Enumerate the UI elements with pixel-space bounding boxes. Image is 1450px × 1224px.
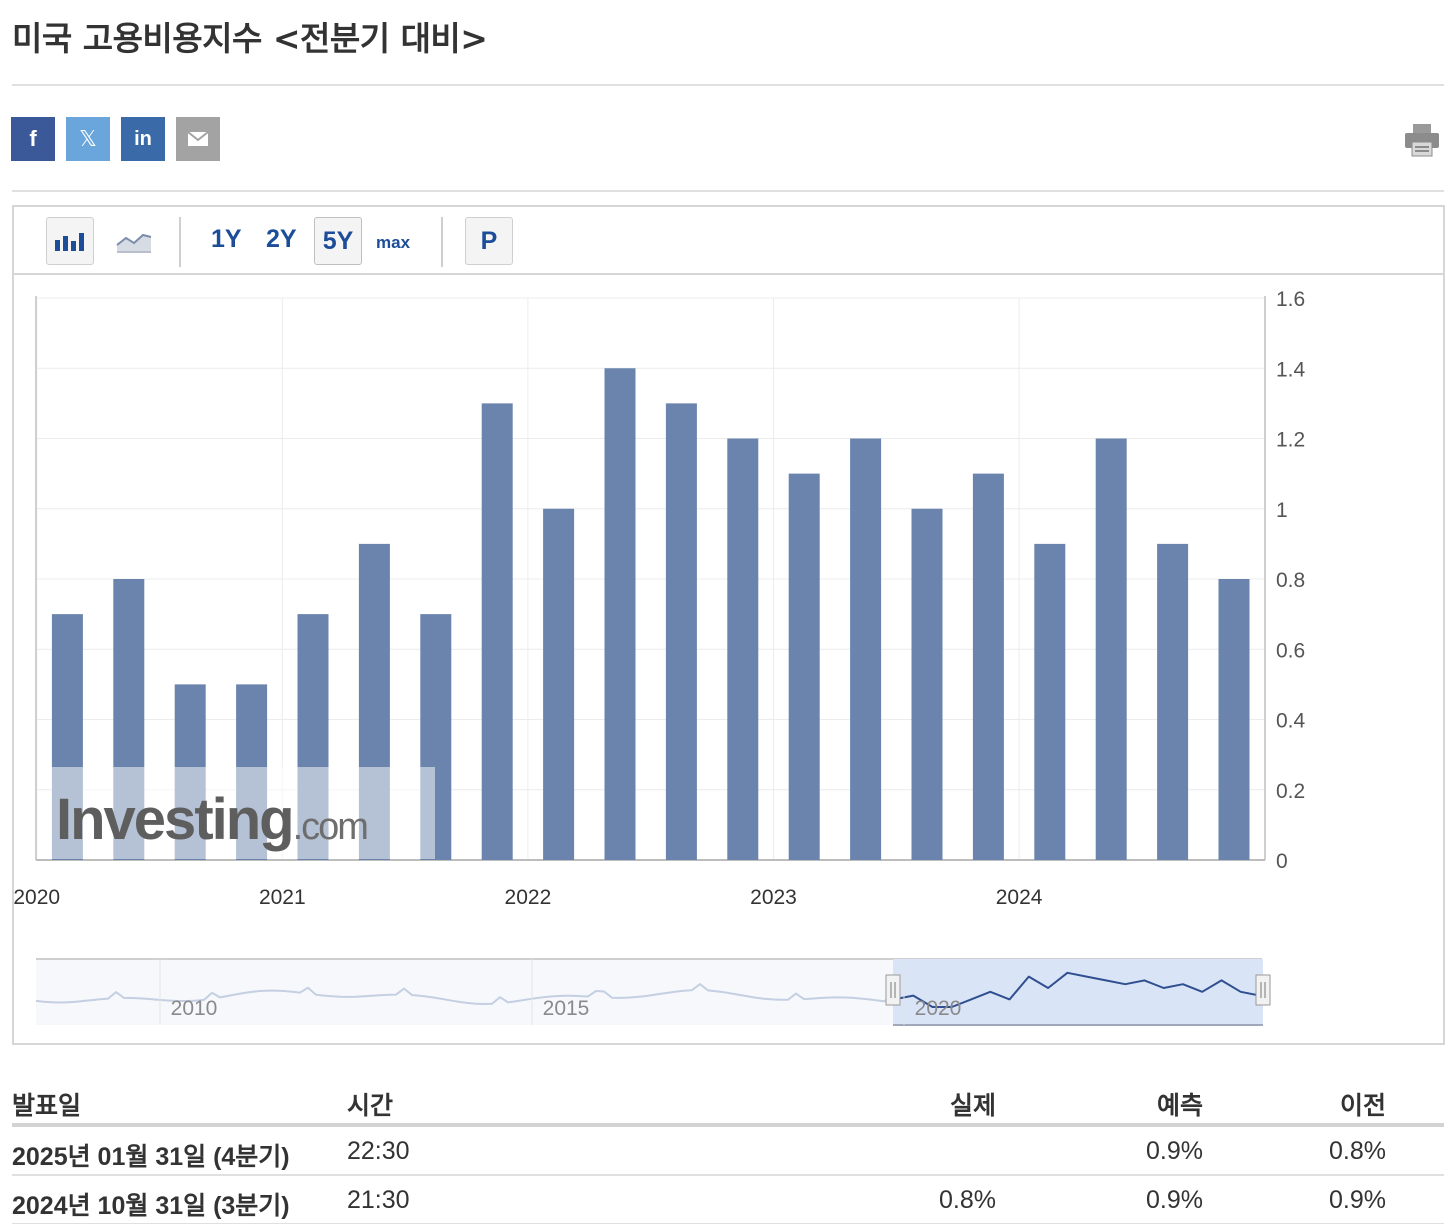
- chart-toolbar: 1Y 2Y 5Y max P: [14, 207, 1443, 275]
- release-date-cell: 2024년 10월 31일 (3분기): [12, 1192, 290, 1220]
- navigator-handle[interactable]: [885, 974, 901, 1006]
- area-chart-icon: [116, 233, 152, 253]
- header-forecast[interactable]: 예측: [1156, 1092, 1203, 1120]
- toolbar-separator: [441, 217, 443, 267]
- page-title: 미국 고용비용지수 <전분기 대비>: [12, 19, 488, 58]
- y-tick-label: 0.4: [1276, 710, 1306, 733]
- y-tick-label: 0.2: [1276, 780, 1305, 803]
- bar-chart-icon: [55, 233, 84, 251]
- bar: [1034, 543, 1066, 860]
- bar: [1157, 543, 1189, 860]
- release-table: 발표일 시간 실제 예측 이전 2025년 01월 31일 (4분기) 22:3…: [12, 1080, 1444, 1224]
- previous-cell: 0.9%: [1329, 1186, 1386, 1214]
- investing-watermark: Investing.com: [51, 767, 435, 859]
- chart-container: 1Y 2Y 5Y max P 0 0.2 0.4 0.6 0.8 1 1.2 1.4 1.6 20…: [12, 205, 1445, 1045]
- bar: [481, 403, 513, 860]
- time-cell: 22:30: [347, 1137, 410, 1165]
- y-tick-label: 0: [1276, 850, 1288, 873]
- release-date-cell: 2025년 01월 31일 (4분기): [12, 1143, 290, 1171]
- twitter-x-icon: 𝕏: [79, 126, 97, 151]
- period-5y-label: 5Y: [322, 226, 354, 255]
- y-tick-label: 1.4: [1276, 358, 1306, 381]
- navigator-history-line: [35, 982, 893, 1006]
- y-tick-label: 1.2: [1276, 429, 1305, 452]
- previous-cell: 0.8%: [1329, 1137, 1386, 1165]
- bar: [788, 473, 820, 860]
- x-tick-label: 2024: [996, 886, 1043, 909]
- linkedin-icon: in: [134, 127, 152, 150]
- bar: [1218, 579, 1250, 860]
- facebook-icon: f: [29, 126, 37, 151]
- header-time[interactable]: 시간: [347, 1092, 394, 1120]
- email-icon: [187, 131, 209, 146]
- table-row: 2024년 10월 31일 (3분기) 21:30 0.8% 0.9% 0.9%: [12, 1176, 1444, 1224]
- y-tick-label: 1: [1276, 499, 1288, 522]
- bar: [1095, 438, 1127, 860]
- bar: [604, 368, 636, 860]
- area-chart-toggle-button[interactable]: [110, 217, 158, 265]
- forecast-cell: 0.9%: [1146, 1137, 1203, 1165]
- x-tick-label: 2021: [259, 886, 306, 909]
- share-divider: [12, 190, 1444, 192]
- title-divider: [12, 84, 1444, 86]
- navigator-label: 2010: [171, 997, 218, 1020]
- bar: [850, 438, 882, 860]
- print-icon[interactable]: [1404, 123, 1440, 157]
- bar: [727, 438, 759, 860]
- bar: [972, 473, 1004, 860]
- bar-chart: 0 0.2 0.4 0.6 0.8 1 1.2 1.4 1.6 2020 2021 2022 2023 2…: [14, 288, 1306, 1026]
- bar-chart-toggle-button[interactable]: [46, 217, 94, 265]
- p-button-label: P: [480, 226, 498, 255]
- svg-text:Investing.com: Investing.com: [56, 787, 367, 852]
- period-2y-button[interactable]: 2Y: [266, 225, 297, 253]
- header-release-date[interactable]: 발표일: [12, 1092, 82, 1120]
- time-cell: 21:30: [347, 1186, 410, 1214]
- toolbar-separator: [179, 217, 181, 267]
- bar: [543, 508, 575, 860]
- navigator: 2010 2015 2020: [35, 958, 1271, 1026]
- navigator-label: 2015: [543, 997, 590, 1020]
- forecast-cell: 0.9%: [1146, 1186, 1203, 1214]
- table-row: 2025년 01월 31일 (4분기) 22:30 0.9% 0.8%: [12, 1127, 1444, 1176]
- bar: [665, 403, 697, 860]
- twitter-share-button[interactable]: 𝕏: [66, 117, 110, 161]
- table-header-row: 발표일 시간 실제 예측 이전: [12, 1080, 1444, 1127]
- y-tick-label: 0.8: [1276, 569, 1305, 592]
- x-tick-label: 2023: [750, 886, 797, 909]
- navigator-label: 2020: [915, 997, 962, 1020]
- header-previous[interactable]: 이전: [1339, 1092, 1386, 1120]
- navigator-selected-line: [893, 971, 1261, 1008]
- bar: [911, 508, 943, 860]
- share-bar: f 𝕏 in: [11, 117, 220, 161]
- header-actual[interactable]: 실제: [949, 1092, 996, 1120]
- period-5y-button[interactable]: 5Y: [314, 217, 362, 265]
- x-tick-label: 2022: [505, 886, 552, 909]
- p-button[interactable]: P: [465, 217, 513, 265]
- actual-cell: 0.8%: [939, 1186, 996, 1214]
- x-tick-label: 2020: [14, 886, 60, 909]
- period-max-button[interactable]: max: [376, 233, 411, 252]
- y-tick-label: 0.6: [1276, 639, 1305, 662]
- email-share-button[interactable]: [176, 117, 220, 161]
- period-1y-button[interactable]: 1Y: [211, 225, 242, 253]
- facebook-share-button[interactable]: f: [11, 117, 55, 161]
- linkedin-share-button[interactable]: in: [121, 117, 165, 161]
- navigator-handle[interactable]: [1255, 974, 1271, 1006]
- y-tick-label: 1.6: [1276, 288, 1305, 311]
